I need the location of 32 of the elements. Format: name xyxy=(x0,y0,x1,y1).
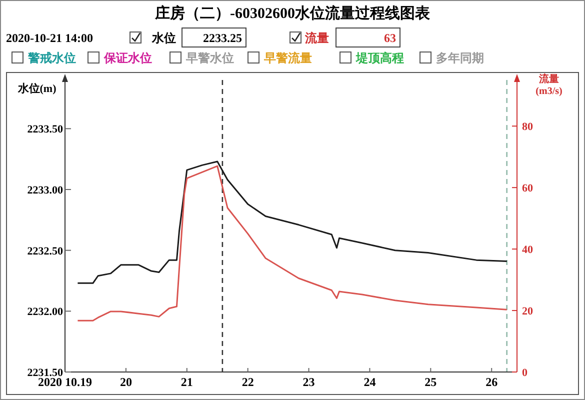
text: 警戒水位 xyxy=(27,51,76,65)
text: 早警水位 xyxy=(185,51,234,65)
y2-tick-label: 60 xyxy=(522,182,534,195)
x-tick-label: 25 xyxy=(424,375,437,389)
x-tick-label: 21 xyxy=(180,375,193,389)
text: 多年同期 xyxy=(436,51,484,65)
chart-title: 庄房（二）-60302600水位流量过程线图表 xyxy=(154,4,431,22)
y2-tick-label: 0 xyxy=(522,367,528,379)
y2-tick-label: 20 xyxy=(522,306,534,318)
y-axis-title: 水位(m) xyxy=(16,82,57,95)
x-tick-label: 22 xyxy=(242,375,254,389)
text: 堤顶高程 xyxy=(355,51,404,65)
y2-tick-label: 80 xyxy=(522,121,534,134)
text: 2020-10-21 14:00 xyxy=(6,31,93,45)
x-tick-label: 24 xyxy=(364,375,376,389)
x-tick-label: 23 xyxy=(302,375,315,389)
line-series xyxy=(76,165,508,322)
y2-axis-title: 流量(m3/s) xyxy=(536,73,562,97)
y-tick-label: 2233.50 xyxy=(27,124,64,136)
text: 流量 xyxy=(304,31,329,45)
text: 保证水位 xyxy=(103,51,152,65)
y-tick-label: 2232.00 xyxy=(27,306,64,318)
line-series xyxy=(76,160,508,284)
y-tick-label: 2233.00 xyxy=(27,184,64,196)
x-tick-label: 26 xyxy=(486,375,498,389)
text: 早警流量 xyxy=(263,51,312,65)
x-tick-label: 20 xyxy=(120,375,132,389)
text: 水位 xyxy=(151,31,176,45)
text: 63 xyxy=(384,31,396,45)
y-tick-label: 2232.50 xyxy=(27,245,64,258)
text: 2233.25 xyxy=(203,31,242,45)
y2-tick-label: 40 xyxy=(522,244,534,256)
